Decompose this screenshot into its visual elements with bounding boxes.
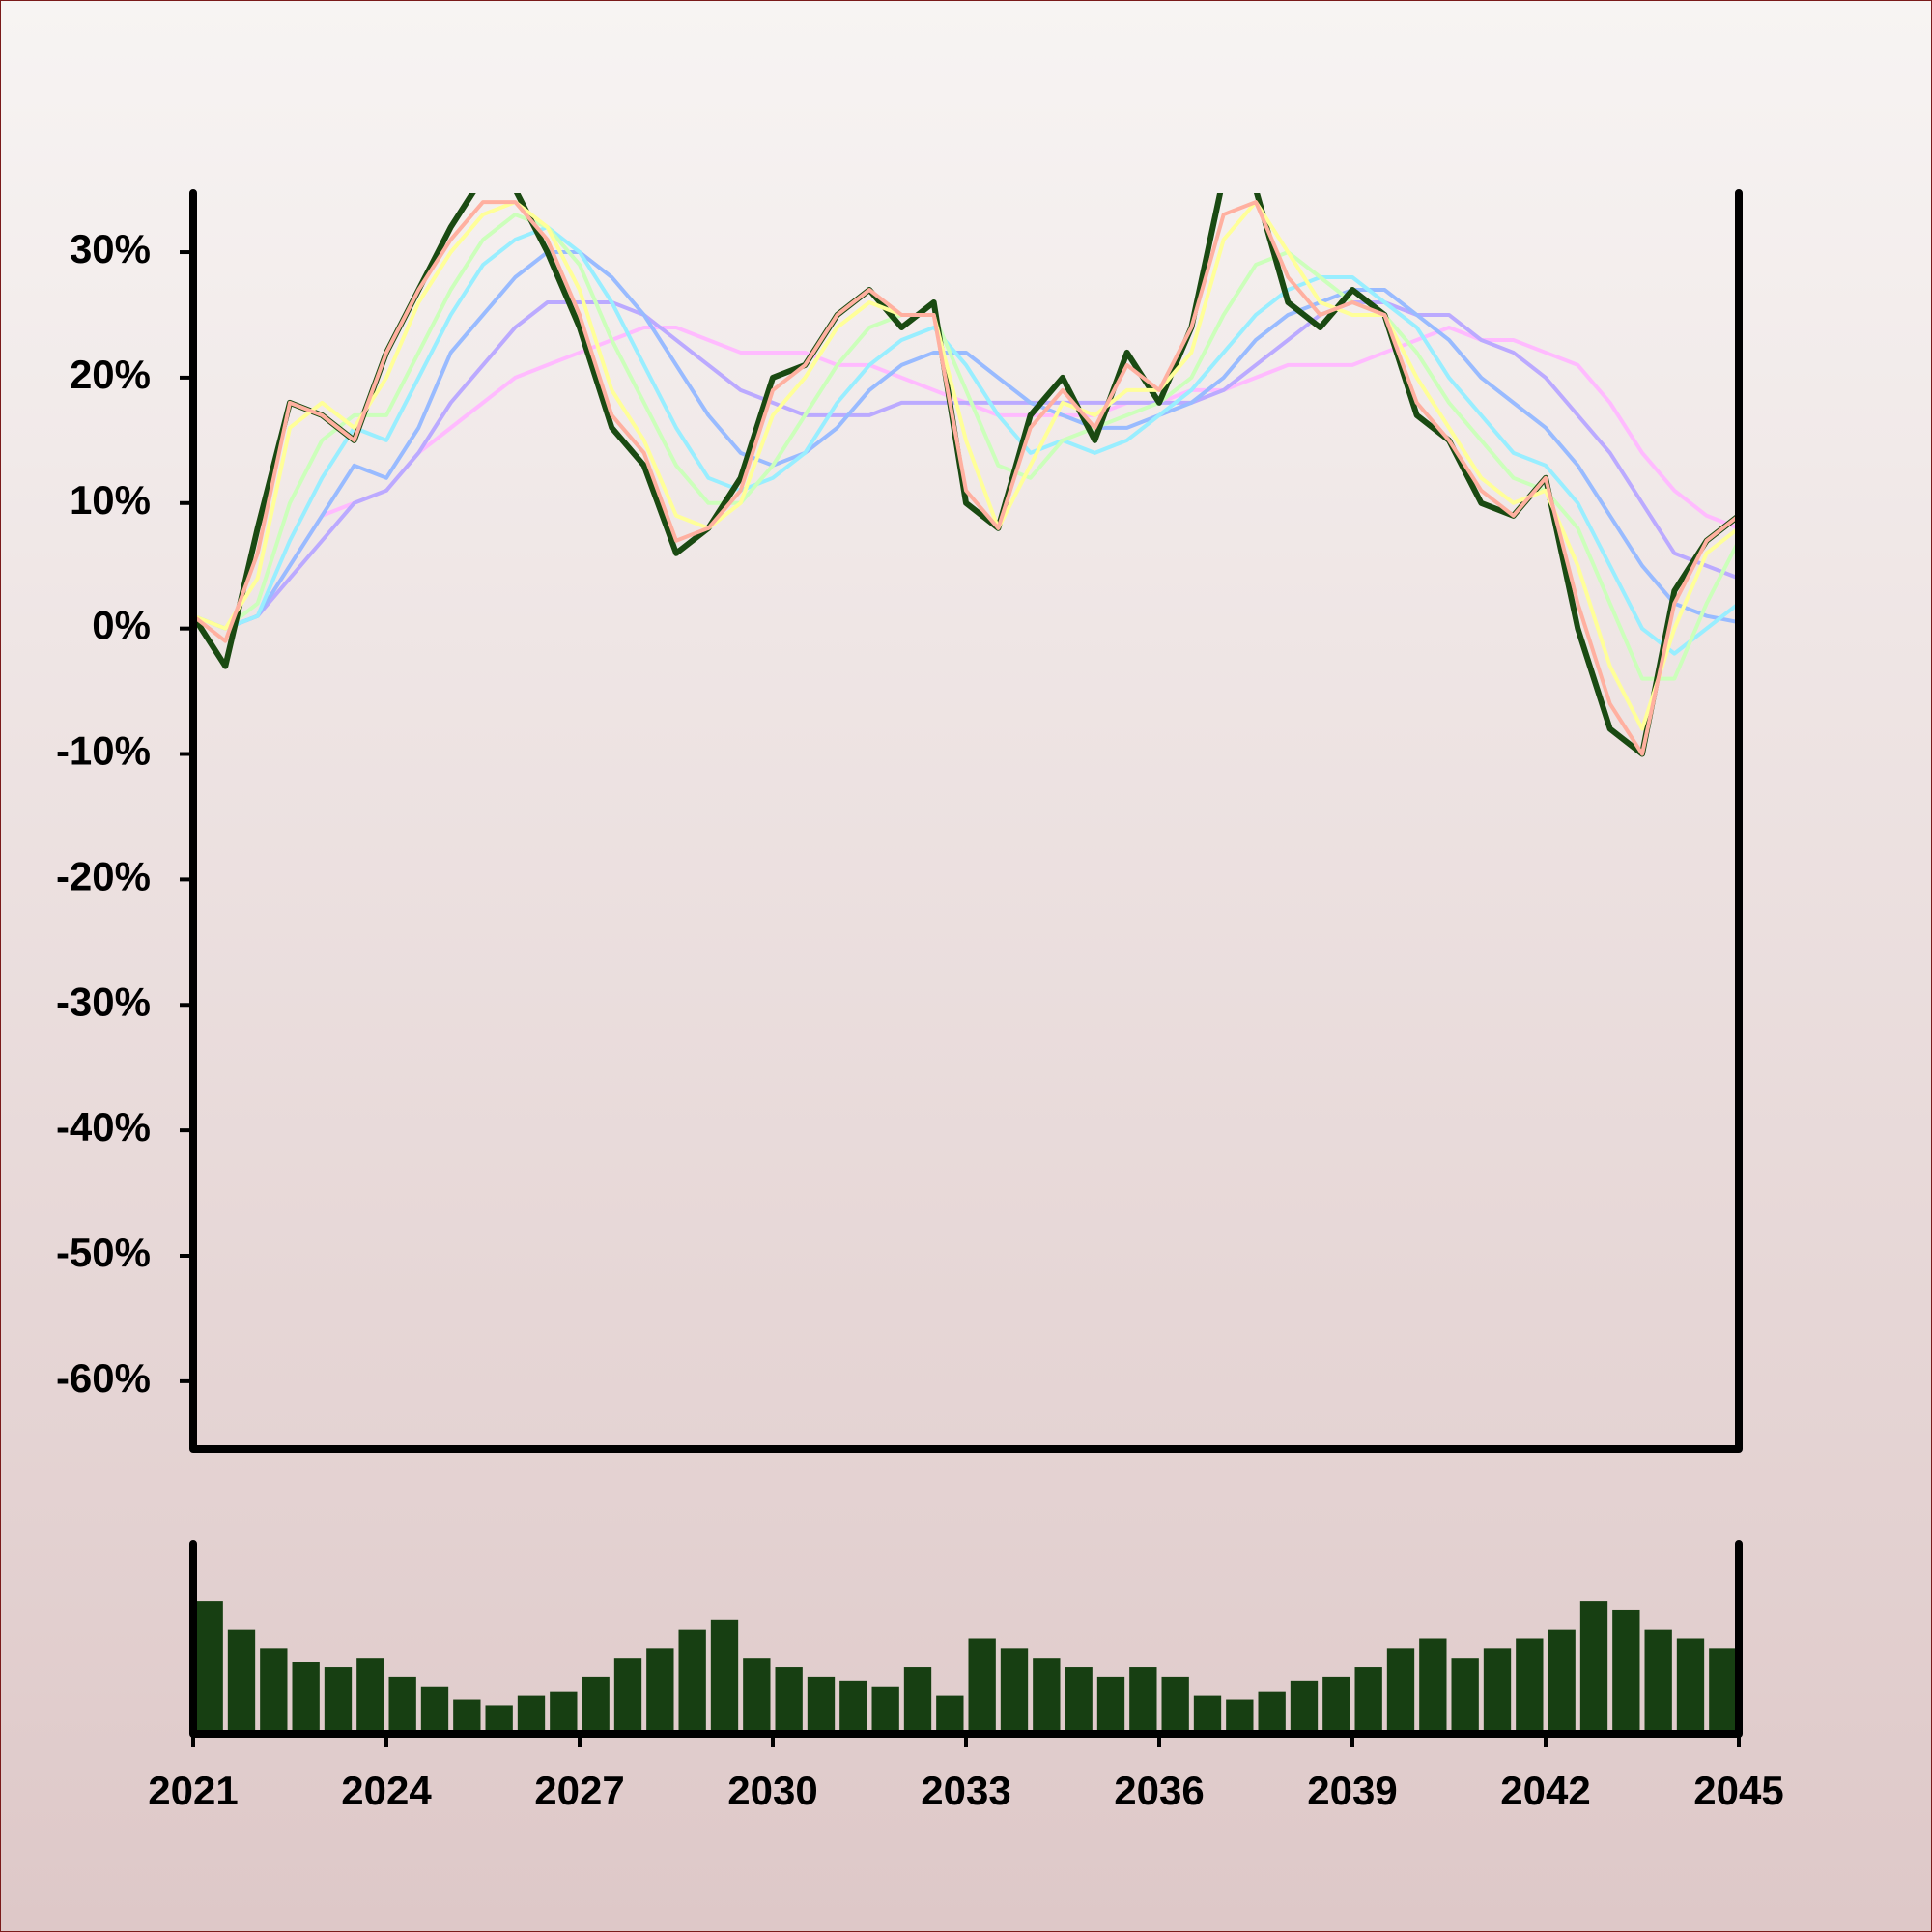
volume-bar bbox=[1258, 1691, 1286, 1734]
x-tick-label: 2024 bbox=[341, 1768, 432, 1813]
axes: 30% 20% 10% 0% -10% -20% -30% -40% -50% -60% 2021 2… bbox=[56, 189, 1784, 1813]
line-series bbox=[193, 299, 1739, 631]
volume-bar bbox=[807, 1676, 836, 1734]
y-tick-label: -20% bbox=[56, 853, 151, 898]
y-tick-label: 30% bbox=[70, 226, 151, 271]
volume-bar bbox=[1033, 1658, 1061, 1734]
line-series bbox=[193, 200, 1739, 731]
line-series bbox=[193, 213, 1739, 681]
volume-bar bbox=[936, 1695, 964, 1734]
y-tick-label: -10% bbox=[56, 728, 151, 774]
y-tick-label: -30% bbox=[56, 979, 151, 1024]
volume-bar bbox=[1709, 1648, 1737, 1734]
volume-bar bbox=[388, 1676, 416, 1734]
volume-bar bbox=[871, 1686, 899, 1734]
x-tick-label: 2021 bbox=[148, 1768, 238, 1813]
volume-bar bbox=[1226, 1699, 1254, 1734]
volume-bar bbox=[1579, 1601, 1608, 1734]
volume-bar bbox=[260, 1648, 288, 1734]
volume-bar bbox=[1000, 1648, 1029, 1734]
line-series bbox=[193, 250, 1739, 631]
x-tick-label: 2033 bbox=[921, 1768, 1010, 1813]
axis-frame bbox=[189, 1540, 1743, 1738]
y-tick-label: -50% bbox=[56, 1230, 151, 1275]
y-tick-label: 20% bbox=[70, 352, 151, 397]
volume-bar bbox=[1354, 1667, 1382, 1734]
x-tick-label: 2045 bbox=[1693, 1768, 1783, 1813]
volume-bar bbox=[1644, 1629, 1672, 1734]
volume-bar bbox=[227, 1629, 256, 1734]
volume-bar bbox=[646, 1648, 674, 1734]
line-series bbox=[193, 193, 1739, 757]
volume-bar bbox=[1676, 1638, 1705, 1734]
volume-bar bbox=[1612, 1609, 1640, 1734]
volume-bar bbox=[1096, 1676, 1125, 1734]
volume-bar bbox=[1322, 1676, 1350, 1734]
volume-bar bbox=[1516, 1638, 1544, 1734]
volume-bar bbox=[1065, 1667, 1093, 1734]
volume-bar bbox=[968, 1638, 996, 1734]
volume-bar bbox=[1451, 1658, 1479, 1734]
volume-bar bbox=[324, 1667, 353, 1734]
volume-bar bbox=[678, 1629, 706, 1734]
x-tick-label: 2030 bbox=[727, 1768, 817, 1813]
y-tick-label: 10% bbox=[70, 477, 151, 523]
volume-bar bbox=[613, 1658, 642, 1734]
y-tick-label: -40% bbox=[56, 1104, 151, 1150]
volume-bar bbox=[1161, 1676, 1189, 1734]
volume-bar bbox=[582, 1676, 610, 1734]
volume-bar bbox=[453, 1699, 481, 1734]
volume-bar bbox=[710, 1619, 739, 1734]
y-tick-label: 0% bbox=[92, 603, 151, 648]
volume-bar bbox=[292, 1662, 320, 1734]
plot-area bbox=[193, 193, 1739, 757]
volume-bar bbox=[356, 1658, 384, 1734]
volume-bar bbox=[903, 1667, 932, 1734]
line-series bbox=[193, 200, 1739, 756]
x-tick-label: 2027 bbox=[534, 1768, 624, 1813]
volume-bar bbox=[1129, 1667, 1157, 1734]
volume-bar bbox=[1483, 1648, 1512, 1734]
line-series bbox=[193, 225, 1739, 656]
volume-bar bbox=[420, 1686, 449, 1734]
volume-bar bbox=[485, 1705, 513, 1734]
y-tick-label: -60% bbox=[56, 1355, 151, 1401]
volume-bar bbox=[517, 1695, 546, 1734]
axis-frame bbox=[189, 189, 1743, 1453]
volume-bar bbox=[1386, 1648, 1415, 1734]
volume-bar bbox=[1193, 1695, 1222, 1734]
volume-bar bbox=[1419, 1638, 1447, 1734]
volume-bar bbox=[839, 1680, 867, 1734]
volume-bar bbox=[195, 1601, 223, 1734]
volume-bar bbox=[775, 1667, 803, 1734]
volume-bar bbox=[1548, 1629, 1576, 1734]
volume-bar bbox=[550, 1691, 578, 1734]
x-tick-label: 2039 bbox=[1307, 1768, 1397, 1813]
volume-bar bbox=[743, 1658, 771, 1734]
x-tick-label: 2036 bbox=[1114, 1768, 1204, 1813]
x-tick-label: 2042 bbox=[1500, 1768, 1590, 1813]
volume-bar bbox=[1290, 1680, 1319, 1734]
